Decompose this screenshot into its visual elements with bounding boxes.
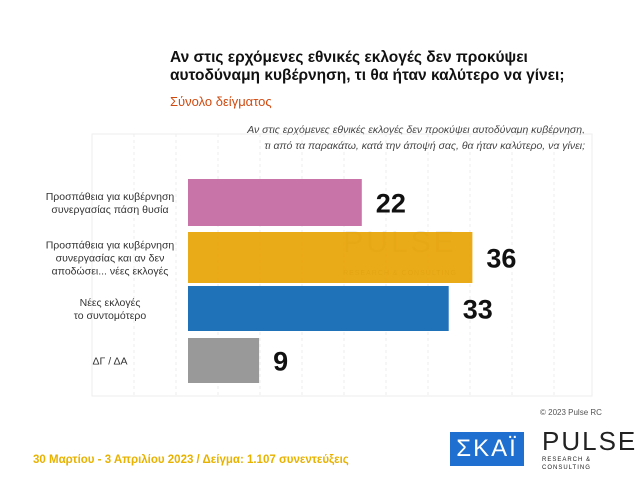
pulse-logo-text: PULSE [542,426,638,456]
title-line: Αν στις ερχόμενες εθνικές εκλογές δεν πρ… [170,49,528,66]
data-label: 36 [486,244,516,274]
category-label: το συντομότερο [74,310,147,322]
bar [188,232,473,283]
question-line: τι από τα παρακάτω, κατά την άποψή σας, … [264,140,585,152]
bar [188,179,362,226]
bar [188,338,260,383]
skai-logo: ΣΚΑΪ [450,432,524,466]
data-label: 22 [376,189,406,219]
category-label: συνεργασίας και αν δεν [56,253,165,265]
category-label: Νέες εκλογές [80,297,141,309]
question-text: Αν στις ερχόμενες εθνικές εκλογές δεν πρ… [247,122,585,154]
pulse-logo: PULSE RESEARCH & CONSULTING [542,428,640,472]
question-line: Αν στις ερχόμενες εθνικές εκλογές δεν πρ… [247,124,585,136]
pulse-logo-sub: RESEARCH & CONSULTING [542,457,592,471]
data-label: 9 [273,347,288,377]
plot-frame [91,133,593,397]
copyright: © 2023 Pulse RC [540,408,602,417]
category-label: αποδώσει... νέες εκλογές [52,266,169,278]
category-label: ΔΓ / ΔΑ [93,356,128,368]
title-line: αυτοδύναμη κυβέρνηση, τι θα ήταν καλύτερ… [170,67,565,84]
category-label: συνεργασίας πάση θυσία [51,204,168,216]
bar [188,286,449,331]
footer-text: 30 Μαρτίου - 3 Απριλίου 2023 / Δείγμα: 1… [33,454,349,466]
subtitle: Σύνολο δείγματος [170,94,272,109]
category-label: Προσπάθεια για κυβέρνηση [46,191,175,203]
data-label: 33 [463,295,493,325]
category-label: Προσπάθεια για κυβέρνηση [46,240,175,252]
chart-title: Αν στις ερχόμενες εθνικές εκλογές δεν πρ… [170,49,610,85]
